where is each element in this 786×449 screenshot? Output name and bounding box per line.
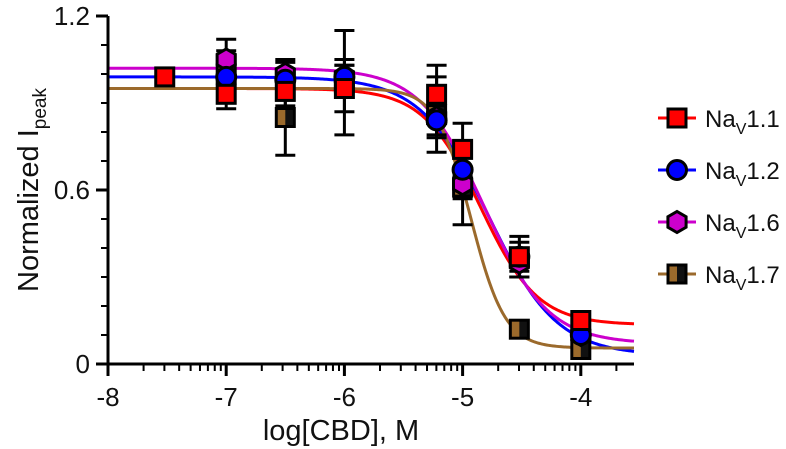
y-tick-label-0-6: 0.6 <box>54 175 90 205</box>
x-tick-label--7: -7 <box>215 382 238 412</box>
legend-label-nav1-7: NaV1.7 <box>705 262 780 294</box>
fit-curve-nav1-2 <box>108 75 635 353</box>
data-point-nav1-1-4 <box>426 83 448 105</box>
legend-label-nav1-6: NaV1.6 <box>705 210 780 242</box>
data-point-nav1-2-0 <box>215 65 238 88</box>
x-tick-label--4: -4 <box>569 382 592 412</box>
x-tick-label--6: -6 <box>333 382 356 412</box>
legend-item-nav1-2: NaV1.2 <box>658 158 780 190</box>
fit-curve-nav1-1 <box>108 87 635 326</box>
data-point-nav1-2-3 <box>425 109 448 132</box>
data-point-nav1-7-1 <box>274 107 296 128</box>
legend-marker-nav1-1 <box>666 107 688 129</box>
x-tick-label--8: -8 <box>96 382 119 412</box>
legend-item-nav1-6: NaV1.6 <box>658 209 780 242</box>
data-point-nav1-1-5 <box>452 138 474 160</box>
axes: -8 -7 -6 -5 -4 0 0.6 1.2 log[CBD], M Normalized I… <box>13 1 634 447</box>
y-axis-title-sub: peak <box>30 88 51 130</box>
x-tick-label--5: -5 <box>451 382 474 412</box>
y-tick-label-1-2: 1.2 <box>54 1 90 31</box>
data-point-nav1-1-0 <box>154 66 176 88</box>
y-axis-title: Normalized Ipeak <box>13 88 51 292</box>
x-axis-title: log[CBD], M <box>263 415 419 447</box>
legend-item-nav1-1: NaV1.1 <box>658 106 780 138</box>
data-point-nav1-1-7 <box>570 310 592 331</box>
fit-curve-nav1-6 <box>108 66 635 343</box>
data-points <box>154 29 592 360</box>
y-axis-title-main: Normalized I <box>13 129 45 292</box>
legend-label-nav1-2: NaV1.2 <box>705 158 780 190</box>
fit-curve-nav1-7 <box>108 87 634 350</box>
data-point-nav1-7-5 <box>508 318 530 340</box>
data-point-nav1-1-3 <box>333 78 355 99</box>
legend-item-nav1-7: NaV1.7 <box>658 262 780 294</box>
fit-curves <box>108 66 635 353</box>
legend-marker-nav1-7 <box>666 263 688 285</box>
data-point-nav1-1-1 <box>215 83 237 105</box>
legend-marker-nav1-2 <box>666 159 688 181</box>
data-point-nav1-2-4 <box>451 158 474 181</box>
legend-label-nav1-1: NaV1.1 <box>705 106 780 138</box>
y-tick-label-0: 0 <box>76 349 90 379</box>
data-point-nav1-1-6 <box>508 246 530 268</box>
legend-marker-nav1-6 <box>666 209 688 235</box>
legend: NaV1.1 NaV1.2 NaV1.6 NaV1.7 <box>658 106 780 294</box>
data-point-nav1-1-2 <box>274 80 296 102</box>
